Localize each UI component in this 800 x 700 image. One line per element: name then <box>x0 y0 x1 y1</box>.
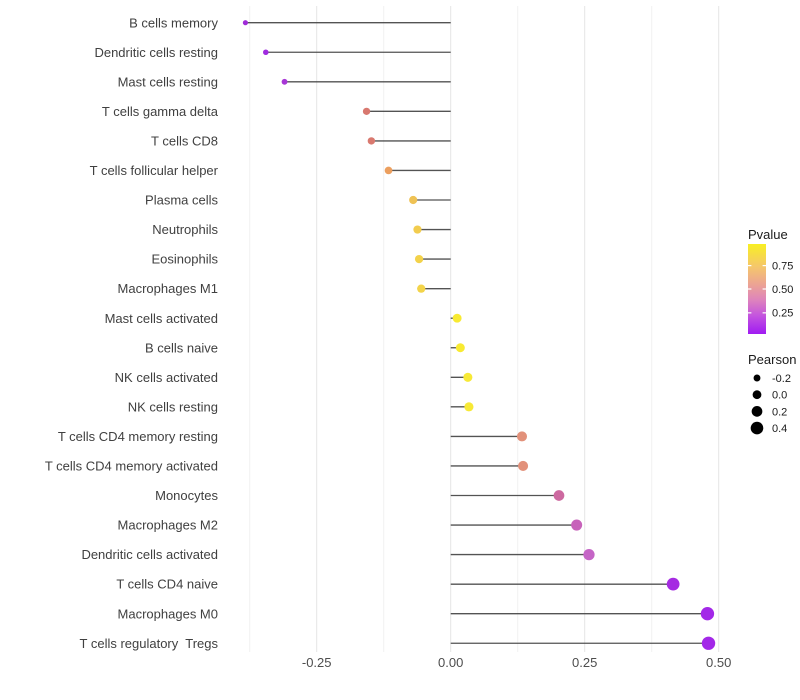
lollipop-dot <box>464 402 474 412</box>
colorbar-tick <box>762 288 766 290</box>
lollipop-dot <box>409 195 418 205</box>
lollipop-dot <box>452 313 462 323</box>
colorbar-tick <box>762 312 766 314</box>
lollipop-dot <box>518 460 529 471</box>
category-label: Mast cells activated <box>105 311 218 326</box>
lollipop-dot <box>263 49 269 56</box>
category-label: T cells CD8 <box>151 133 218 148</box>
lollipop-dot <box>455 343 465 353</box>
colorbar-tick <box>762 265 766 267</box>
lollipop-dot <box>281 78 288 85</box>
pearson-legend-label: 0.2 <box>772 406 787 418</box>
colorbar-tick <box>748 312 752 314</box>
lollipop-dot <box>516 431 528 442</box>
legends: 0.75 0.50 0.25 -0.2 0.0 0.2 0.4 <box>748 244 793 435</box>
lollipop-dot <box>414 254 424 264</box>
category-label: Dendritic cells resting <box>94 45 218 60</box>
x-tick-label: -0.25 <box>302 655 332 670</box>
category-label: T cells CD4 memory resting <box>58 429 218 444</box>
category-label: Mast cells resting <box>118 74 218 89</box>
lollipop-dot <box>701 636 716 650</box>
category-label: Plasma cells <box>145 193 218 208</box>
gridlines <box>249 6 720 652</box>
category-label: Eosinophils <box>152 252 219 267</box>
lollipop-dot <box>413 225 422 234</box>
lollipop-dot <box>362 107 371 116</box>
pvalue-tick-label: 0.50 <box>772 284 793 296</box>
category-label: Dendritic cells activated <box>81 547 218 562</box>
category-label: T cells CD4 naive <box>116 577 218 592</box>
category-label: T cells CD4 memory activated <box>45 459 218 474</box>
pearson-legend-dot <box>753 374 761 382</box>
pearson-legend-label: 0.4 <box>772 423 787 435</box>
x-tick-label: 0.50 <box>706 655 731 670</box>
pvalue-legend-title: Pvalue <box>748 227 788 242</box>
category-label: Macrophages M1 <box>118 281 218 296</box>
category-label: Macrophages M2 <box>118 518 218 533</box>
pearson-legend-dot <box>750 421 764 435</box>
lollipop-dot <box>583 548 595 561</box>
category-label: B cells naive <box>145 340 218 355</box>
x-tick-label: 0.25 <box>572 655 597 670</box>
category-label: Monocytes <box>155 488 218 503</box>
pearson-legend-dot <box>752 390 762 400</box>
lollipop-dot <box>463 372 473 382</box>
colorbar-tick <box>748 265 752 267</box>
lollipop-dot <box>417 284 426 293</box>
category-label: Neutrophils <box>152 222 218 237</box>
pearson-legend-label: 0.0 <box>772 390 787 402</box>
x-tick-label: 0.00 <box>438 655 463 670</box>
pvalue-tick-label: 0.75 <box>772 260 793 272</box>
category-label: T cells regulatory Tregs <box>80 636 219 651</box>
lollipop-dot <box>367 137 376 145</box>
lollipop-dot <box>700 607 715 621</box>
category-label: NK cells resting <box>128 399 218 414</box>
pvalue-tick-label: 0.25 <box>772 308 793 320</box>
lollipop-dot <box>384 166 393 175</box>
lollipop-dot <box>242 20 248 26</box>
pvalue-colorbar <box>748 244 766 334</box>
category-label: NK cells activated <box>115 370 218 385</box>
lollipop-dot <box>571 519 583 531</box>
category-label: Macrophages M0 <box>118 606 218 621</box>
x-axis: -0.25 0.00 0.25 0.50 <box>302 655 731 670</box>
category-label: T cells gamma delta <box>102 104 219 119</box>
lollipop-dot <box>666 577 680 591</box>
lollipop-series: B cells memory Dendritic cells resting Mas… <box>45 15 716 651</box>
lollipop-dot <box>553 490 565 501</box>
category-label: B cells memory <box>129 15 218 30</box>
pearson-legend-dot <box>751 406 763 417</box>
pearson-legend-label: -0.2 <box>772 373 791 385</box>
pearson-legend-title: Pearson <box>748 352 796 367</box>
colorbar-tick <box>748 288 752 290</box>
category-label: T cells follicular helper <box>90 163 219 178</box>
